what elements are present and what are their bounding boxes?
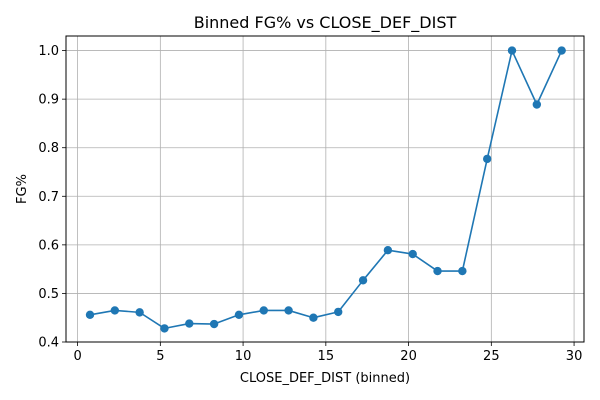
data-point <box>358 276 368 285</box>
y-tick-label: 0.7 <box>38 190 59 205</box>
x-tick-label: 25 <box>483 349 500 364</box>
x-tick-label: 20 <box>400 349 417 364</box>
x-tick-label: 15 <box>318 349 335 364</box>
data-point <box>234 310 244 319</box>
data-point <box>85 310 95 319</box>
data-point <box>433 266 442 276</box>
data-point <box>383 246 393 255</box>
data-point <box>110 306 120 315</box>
data-point <box>482 154 492 164</box>
axis-ticks: 0 5 10 15 20 25 30 0.4 0.5 0.6 0.7 0.8 0.9 1.0 <box>38 44 582 364</box>
y-axis-title: FG% <box>15 174 30 204</box>
data-point <box>160 324 169 333</box>
series-line <box>89 49 563 330</box>
x-tick-label: 10 <box>235 349 252 364</box>
x-tick-label: 5 <box>156 349 164 364</box>
data-point <box>185 319 194 328</box>
y-tick-label: 0.5 <box>38 287 59 302</box>
data-point <box>408 249 417 259</box>
y-tick-label: 0.9 <box>38 93 59 108</box>
data-point <box>309 313 318 322</box>
data-point <box>284 306 293 315</box>
y-tick-label: 0.4 <box>38 336 59 351</box>
x-tick-label: 0 <box>73 349 81 364</box>
data-point <box>458 266 467 276</box>
axes-frame <box>65 35 585 343</box>
data-point <box>135 308 144 317</box>
chart-title: Binned FG% vs CLOSE_DEF_DIST <box>194 13 457 33</box>
x-tick-label: 30 <box>566 349 583 364</box>
x-axis-title: CLOSE_DEF_DIST (binned) <box>240 371 410 386</box>
y-tick-label: 1.0 <box>38 44 59 59</box>
y-tick-label: 0.8 <box>38 141 59 156</box>
data-point <box>507 46 517 55</box>
data-point <box>532 100 542 109</box>
data-point <box>259 306 268 315</box>
data-point <box>209 319 219 329</box>
series-layer <box>85 46 566 333</box>
data-point <box>557 46 566 55</box>
y-tick-label: 0.6 <box>38 238 59 253</box>
data-point <box>334 307 343 317</box>
